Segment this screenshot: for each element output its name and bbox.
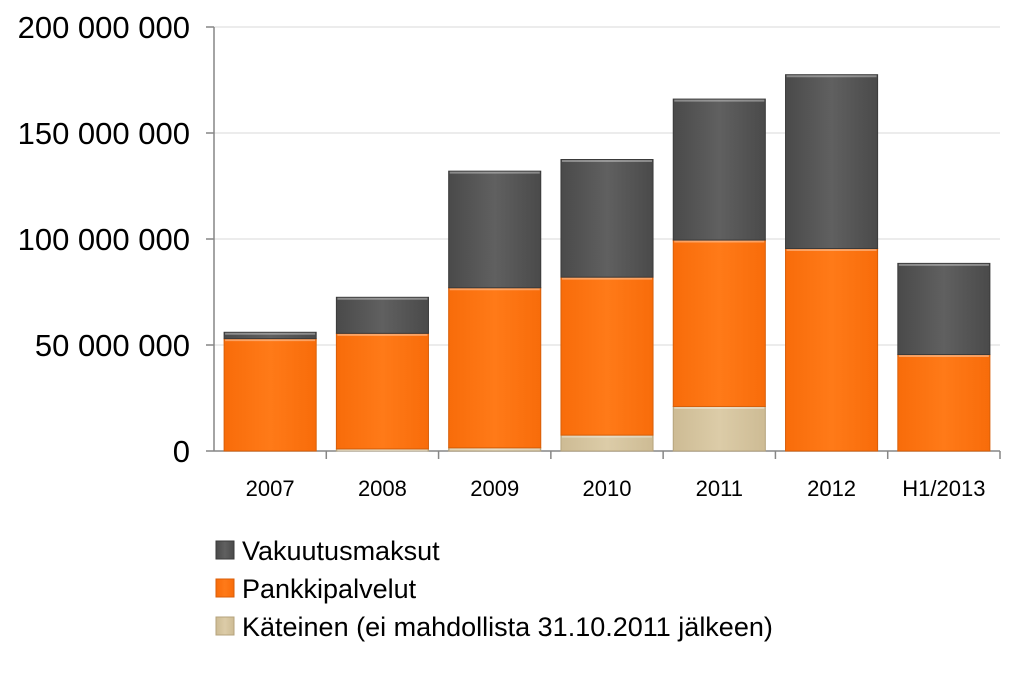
bar-vakuutusmaksut-h1-2013 (897, 262, 991, 356)
legend-swatch-k-teinen-ei-mahdollista-31-10-2011-j-lkeen (215, 616, 235, 636)
y-tick-label: 200 000 000 (18, 10, 190, 45)
bar-pankkipalvelut-2007 (223, 338, 317, 452)
bar-vakuutusmaksut-2009 (448, 170, 542, 289)
y-tick-label: 150 000 000 (18, 116, 190, 151)
legend-swatch-pankkipalvelut (215, 578, 235, 598)
bar-pankkipalvelut-h1-2013 (897, 354, 991, 452)
legend-label-k-teinen-ei-mahdollista-31-10-2011-j-lkeen: Käteinen (ei mahdollista 31.10.2011 jälk… (242, 612, 773, 642)
bar-pankkipalvelut-2012 (785, 248, 879, 452)
bar-pankkipalvelut-2010 (560, 276, 654, 436)
bar-vakuutusmaksut-2010 (560, 159, 654, 278)
x-tick-label-h1-2013: H1/2013 (902, 476, 985, 501)
bar-pankkipalvelut-2011 (672, 239, 766, 407)
bar-k-teinen-ei-mahdollista-31-10-2011-j-lkeen-2011 (672, 405, 766, 452)
bar-pankkipalvelut-2008 (335, 332, 429, 450)
bar-pankkipalvelut-2009 (448, 287, 542, 449)
x-tick-label-2011: 2011 (696, 476, 743, 501)
x-tick-label-2010: 2010 (583, 476, 632, 501)
y-tick-label: 0 (173, 434, 190, 469)
legend-label-vakuutusmaksut: Vakuutusmaksut (242, 536, 440, 566)
legend: Vakuutusmaksut Pankkipalvelut Käteinen (ei… (215, 536, 773, 642)
bar-vakuutusmaksut-2011 (672, 98, 766, 241)
y-tick-label: 100 000 000 (18, 222, 190, 257)
x-tick-label-2009: 2009 (470, 476, 519, 501)
legend-swatch-vakuutusmaksut (215, 540, 235, 560)
x-tick-label-2012: 2012 (807, 476, 856, 501)
bar-vakuutusmaksut-2007 (223, 331, 317, 340)
bar-vakuutusmaksut-2012 (785, 74, 879, 250)
x-tick-label-2007: 2007 (246, 476, 295, 501)
x-tick-label-2008: 2008 (358, 476, 407, 501)
tick-labels: 0 50 000 000 100 000 000 150 000 000 200 000… (18, 10, 986, 501)
y-tick-label: 50 000 000 (35, 328, 190, 363)
bars (223, 74, 991, 452)
legend-label-pankkipalvelut: Pankkipalvelut (242, 574, 417, 604)
bar-vakuutusmaksut-2008 (335, 296, 429, 334)
